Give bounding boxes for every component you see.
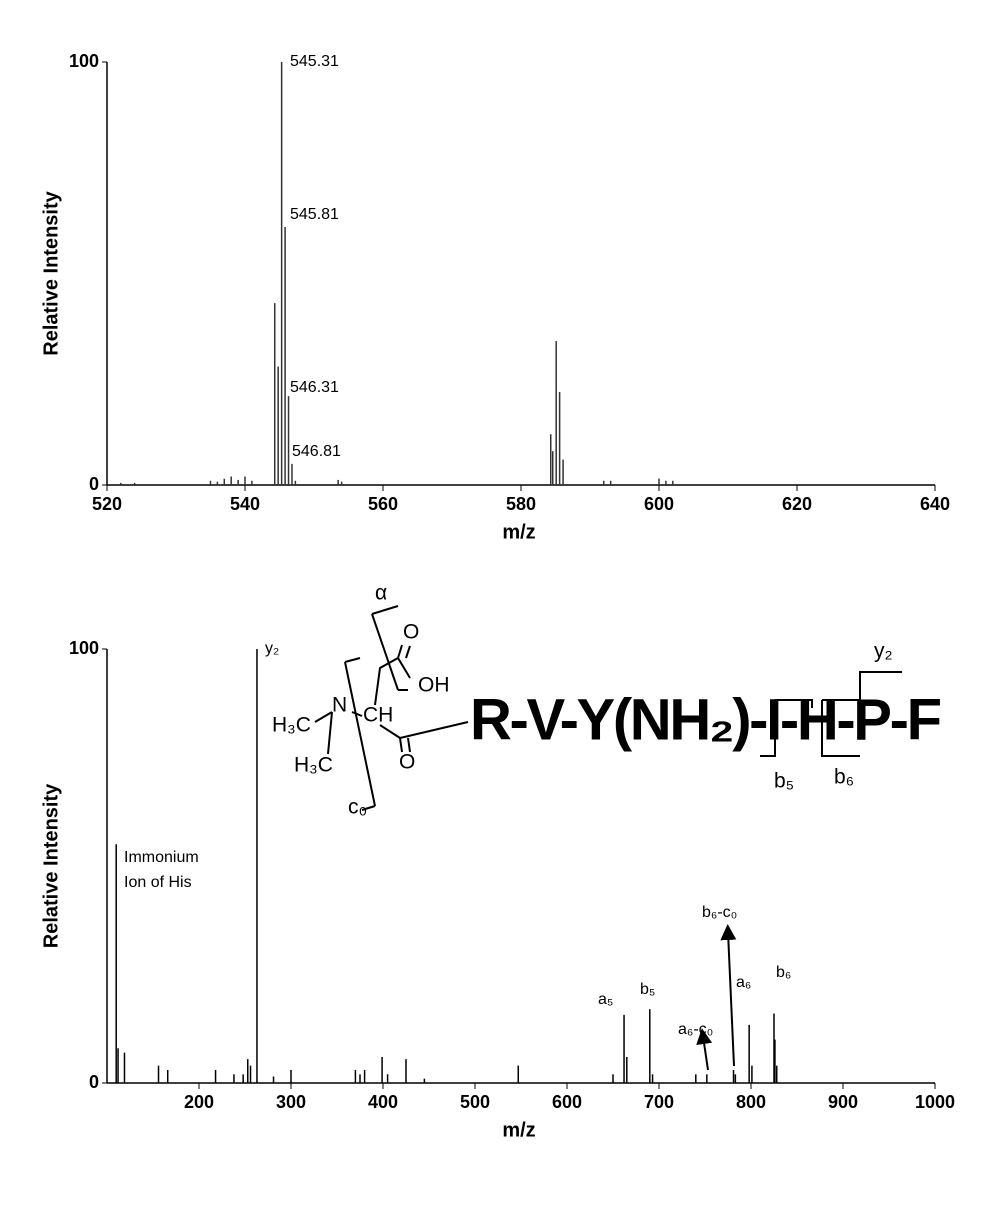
y-tick-label: 0	[89, 1072, 99, 1092]
annotation: y₂	[265, 640, 279, 657]
x-tick-label: 900	[828, 1092, 858, 1112]
structure-label: OH	[418, 674, 450, 697]
structure-label: O	[399, 751, 415, 774]
structure-label: y₂	[874, 640, 893, 663]
x-tick-label: 800	[736, 1092, 766, 1112]
sequence: R-V-Y(NH₂)-I-H-P-F	[470, 687, 942, 752]
x-tick-label: 620	[782, 494, 812, 514]
structure-label: N	[332, 694, 347, 717]
structure-label: α	[375, 582, 387, 605]
x-tick-label: 600	[552, 1092, 582, 1112]
x-tick-label: 700	[644, 1092, 674, 1112]
annotation: a₆-c₀	[678, 1021, 713, 1038]
x-tick-label: 400	[368, 1092, 398, 1112]
y-tick-label: 100	[69, 638, 99, 658]
structure-label: CH	[363, 704, 393, 727]
annotation: Immonium Ion of His	[124, 849, 199, 891]
x-tick-label: 1000	[915, 1092, 955, 1112]
annotation-line: Ion of His	[124, 874, 192, 891]
annotation: a₆	[736, 974, 751, 991]
x-tick-label: 560	[368, 494, 398, 514]
structure-label: H₃C	[272, 714, 311, 737]
structure-label: c₀	[348, 796, 367, 819]
arrow	[696, 1028, 713, 1071]
annotation-line: Immonium	[124, 849, 199, 866]
x-axis-label: m/z	[502, 1119, 535, 1141]
x-tick-label: 640	[920, 494, 950, 514]
x-tick-label: 300	[276, 1092, 306, 1112]
y-axis-label: Relative Intensity	[40, 783, 62, 948]
annotation: b₆	[776, 964, 791, 981]
structure-label: b₆	[834, 766, 854, 789]
annotation: 546.81	[292, 443, 341, 460]
x-tick-label: 540	[230, 494, 260, 514]
x-axis-label: m/z	[502, 521, 535, 543]
structure-bonds	[314, 605, 902, 1071]
x-tick-label: 600	[644, 494, 674, 514]
x-tick-label: 500	[460, 1092, 490, 1112]
annotation: b₅	[640, 981, 655, 998]
structure-label: b₅	[774, 770, 794, 793]
annotation: a₅	[598, 991, 613, 1008]
y-tick-label: 0	[89, 474, 99, 494]
annotation: 545.31	[290, 53, 339, 70]
structure-label: O	[403, 621, 419, 644]
arrow	[720, 924, 737, 1067]
annotation: b₆-c₀	[702, 904, 737, 921]
structure-label: H₃C	[294, 754, 333, 777]
annotation: 545.81	[290, 206, 339, 223]
x-tick-label: 200	[184, 1092, 214, 1112]
annotation: 546.31	[290, 379, 339, 396]
x-tick-label: 520	[92, 494, 122, 514]
x-tick-label: 580	[506, 494, 536, 514]
y-tick-label: 100	[69, 51, 99, 71]
y-axis-label: Relative Intensity	[40, 190, 62, 355]
